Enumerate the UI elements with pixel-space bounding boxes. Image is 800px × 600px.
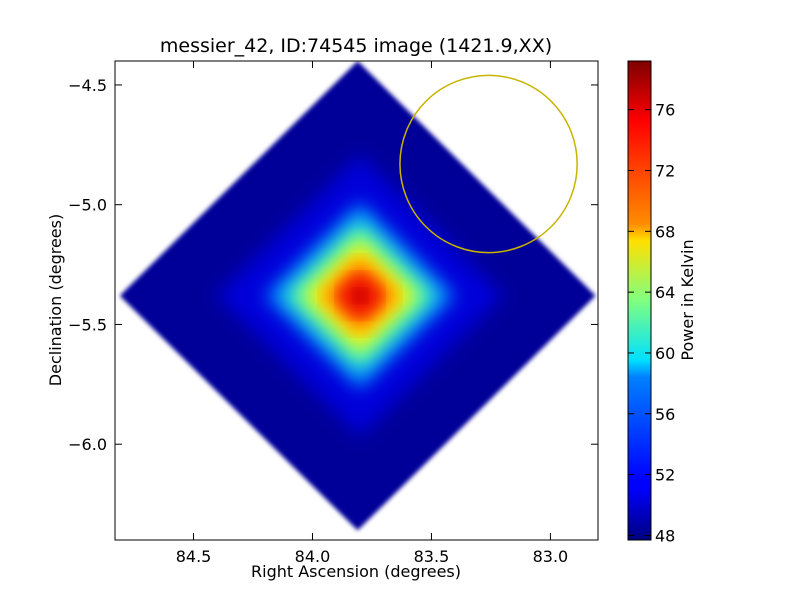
x-axis-ticks: 84.5 84.0 83.5 83.0 xyxy=(176,61,569,566)
annotation-circle xyxy=(399,74,578,254)
colorbar-tick-label: 56 xyxy=(655,405,675,424)
plot-frame xyxy=(114,60,599,541)
colorbar-tick-label: 48 xyxy=(655,526,675,545)
colorbar-tick-label: 64 xyxy=(655,283,675,302)
x-tick-label: 84.5 xyxy=(176,547,212,566)
y-axis-ticks: −4.5 −5.0 −5.5 −6.0 xyxy=(68,76,598,454)
colorbar: 48 52 56 60 64 68 72 76 Power in Kelvin xyxy=(627,60,697,545)
y-tick-label: −5.0 xyxy=(68,196,107,215)
y-tick-label: −5.5 xyxy=(68,315,107,334)
x-axis-label: Right Ascension (degrees) xyxy=(251,562,461,581)
heatmap-level-78.5 xyxy=(352,288,368,303)
colorbar-tick-label: 60 xyxy=(655,344,675,363)
colorbar-scale xyxy=(627,60,652,541)
colorbar-ticks: 48 52 56 60 64 68 72 76 xyxy=(628,101,675,545)
colorbar-tick-label: 52 xyxy=(655,466,675,485)
heatmap-layers xyxy=(119,61,596,531)
plot-area xyxy=(115,61,598,540)
chart-title: messier_42, ID:74545 image (1421.9,XX) xyxy=(160,35,552,57)
x-tick-label: 83.0 xyxy=(533,547,569,566)
x-tick-label: 83.5 xyxy=(414,547,450,566)
colorbar-tick-label: 68 xyxy=(655,222,675,241)
colorbar-label: Power in Kelvin xyxy=(678,239,697,360)
y-tick-label: −4.5 xyxy=(68,76,107,95)
colorbar-tick-label: 72 xyxy=(655,161,675,180)
x-tick-label: 84.0 xyxy=(295,547,331,566)
y-axis-label: Declination (degrees) xyxy=(46,214,65,386)
y-tick-label: −6.0 xyxy=(68,435,107,454)
colorbar-tick-label: 76 xyxy=(655,101,675,120)
